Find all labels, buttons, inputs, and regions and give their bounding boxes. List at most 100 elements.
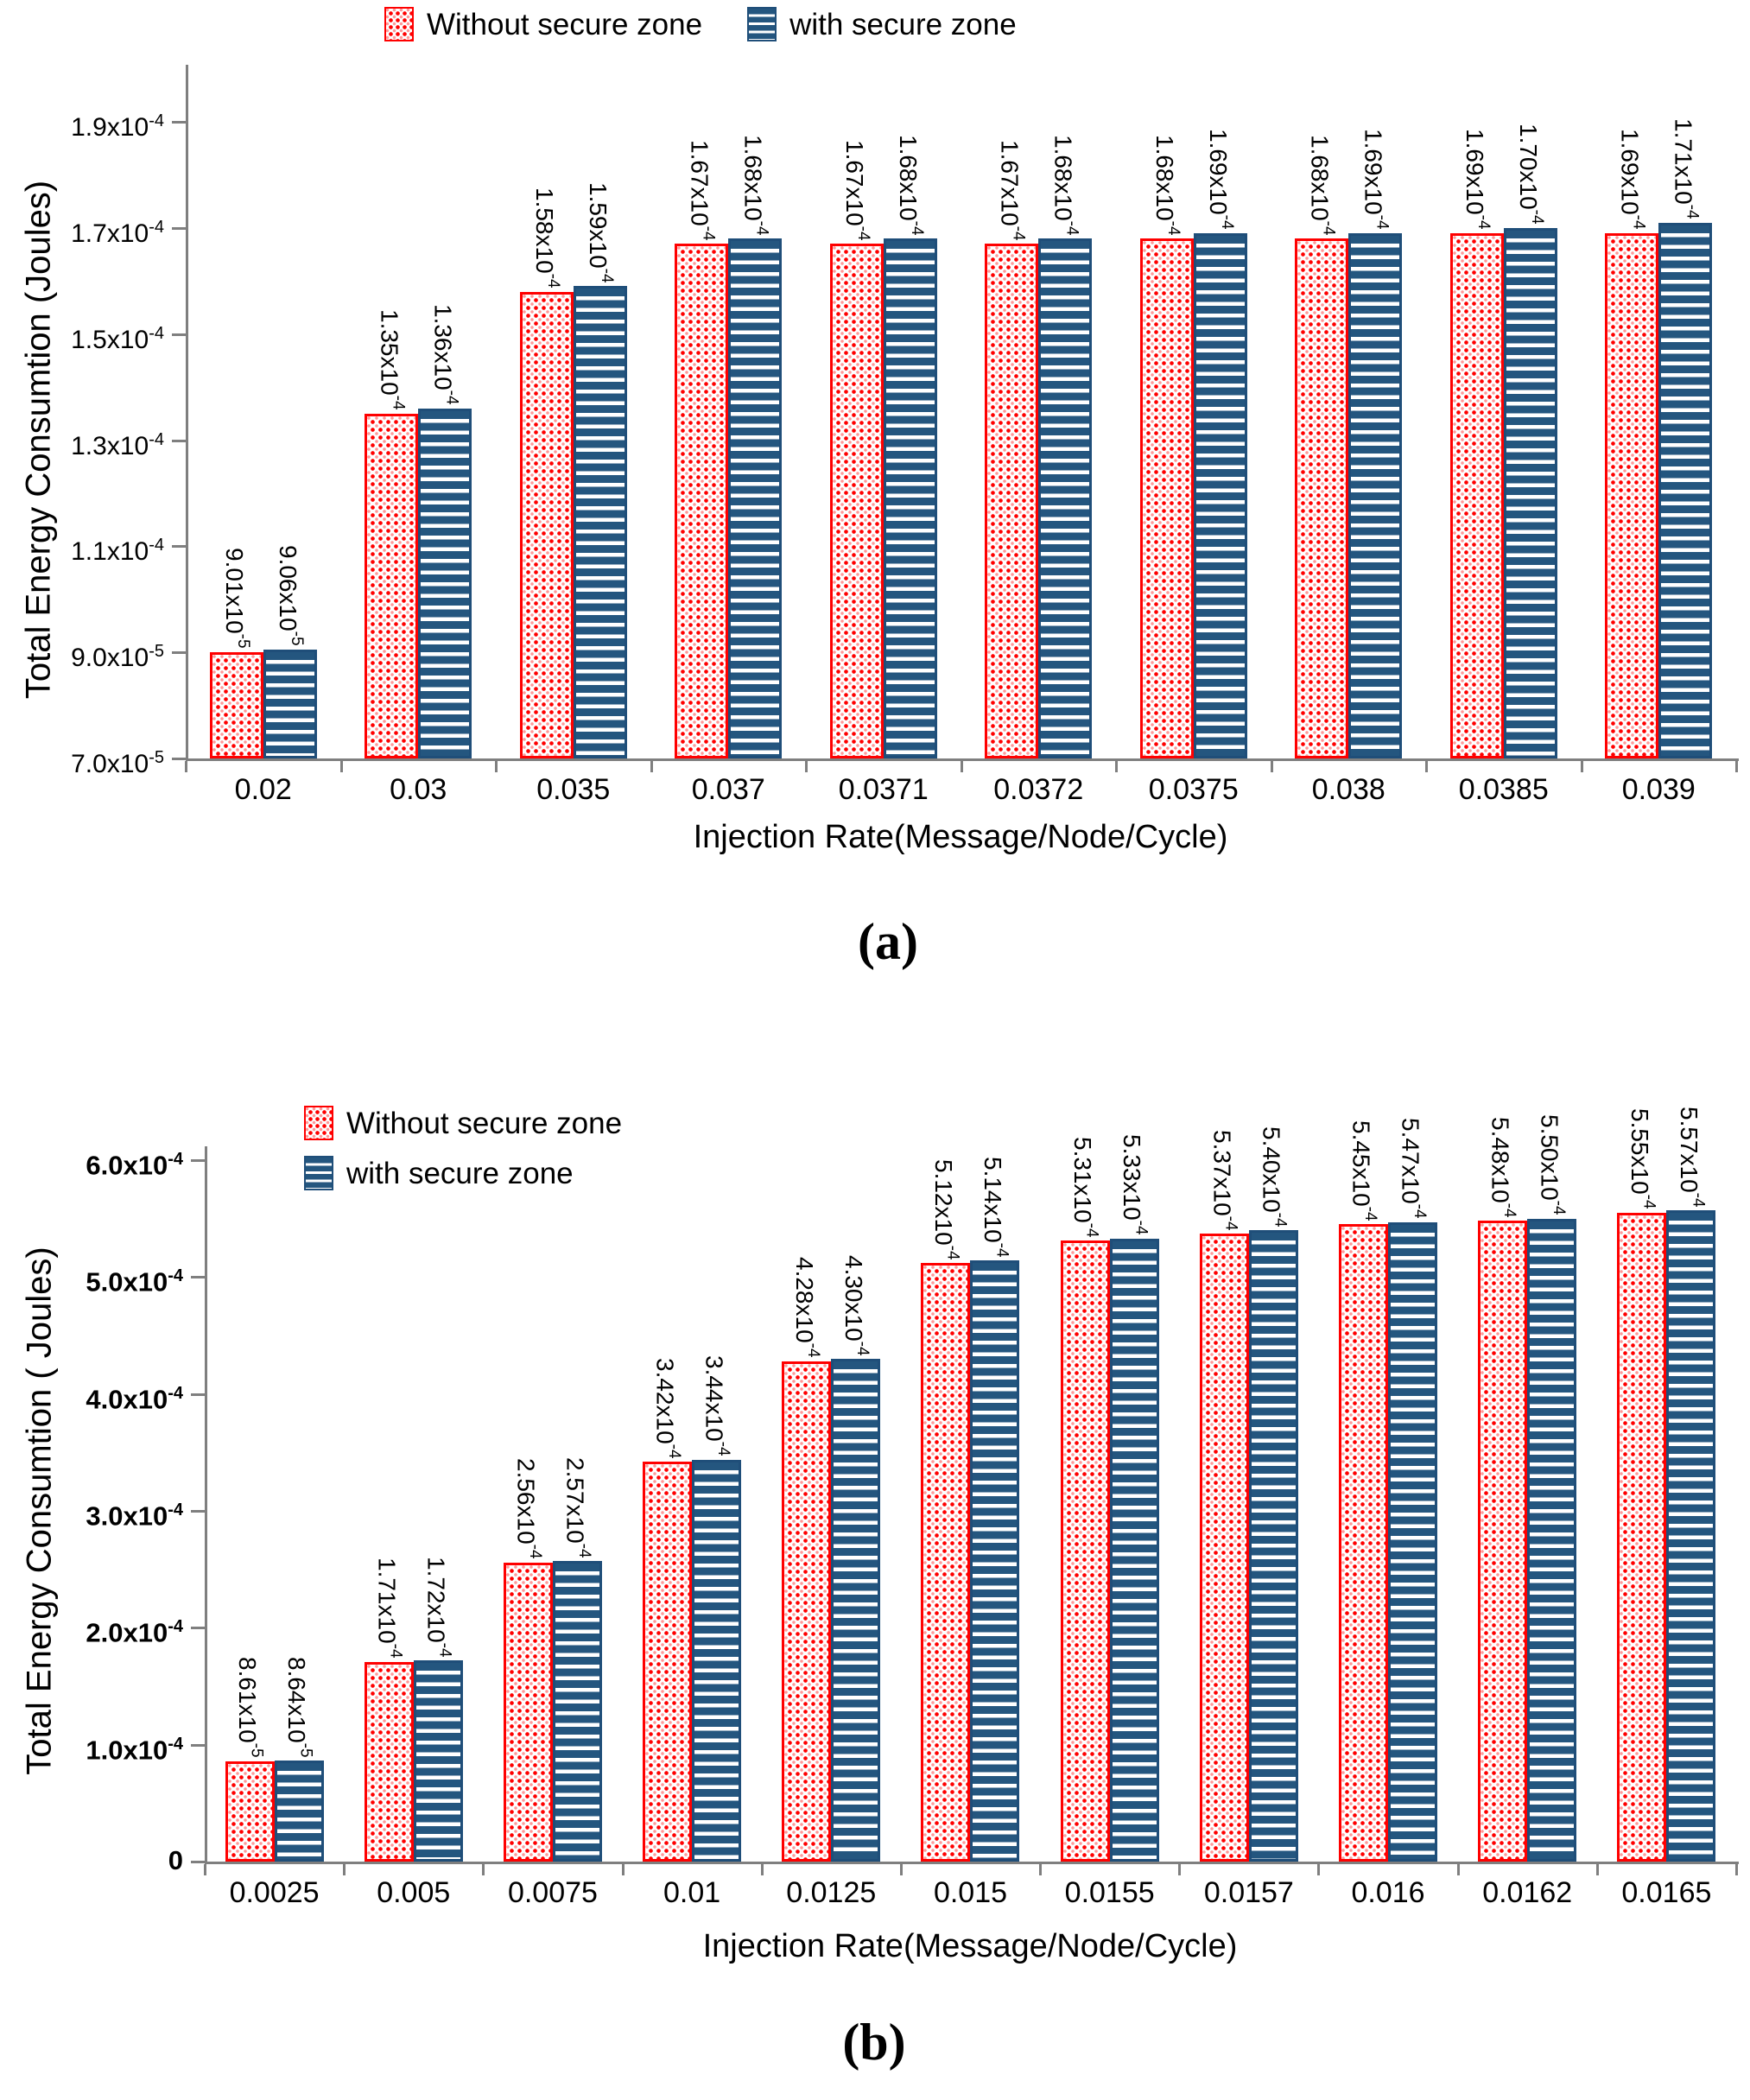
x-axis-line-b xyxy=(205,1862,1739,1864)
bar-with-secure-zone: 5.57x10-4 xyxy=(1666,1107,1716,1862)
bar-group: 1.67x10-4 1.68x10-4 xyxy=(806,122,961,758)
exponent: -5 xyxy=(149,748,164,767)
x-tick-mark xyxy=(805,761,808,772)
x-tick-label: 0.0385 xyxy=(1458,773,1549,806)
bar-value-label: 1.71x10-4 xyxy=(1670,118,1702,219)
x-tick-mark xyxy=(1178,1864,1182,1875)
y-tick-mark xyxy=(191,1743,205,1747)
bar-group: 5.55x10-4 5.57x10-4 xyxy=(1597,1107,1736,1862)
bar-group: 1.71x10-4 1.72x10-4 xyxy=(344,1160,483,1862)
y-axis-line-b xyxy=(205,1146,207,1864)
bar-value-label: 9.06x10-5 xyxy=(274,544,307,646)
exponent: -4 xyxy=(1528,209,1547,225)
y-tick-mark xyxy=(172,651,186,655)
x-tick-mark xyxy=(621,1864,625,1875)
bar-group: 3.42x10-4 3.44x10-4 xyxy=(623,1160,762,1862)
bar-with-secure-zone: 1.36x10-4 xyxy=(418,304,472,758)
exponent: -5 xyxy=(288,631,307,646)
exponent: -4 xyxy=(168,1500,183,1519)
bar-with-secure-zone: 1.68x10-4 xyxy=(883,135,937,758)
legend-label: with secure zone xyxy=(789,7,1017,41)
x-tick-label: 0.0372 xyxy=(993,773,1084,806)
blue-striped-swatch-icon xyxy=(304,1156,333,1190)
bar-group: 5.12x10-4 5.14x10-4 xyxy=(901,1157,1040,1862)
bar-without-secure-zone: 5.55x10-4 xyxy=(1617,1108,1667,1862)
y-tick-label: 7.0x10-5 xyxy=(71,748,164,778)
bar-with-secure-zone: 1.69x10-4 xyxy=(1348,129,1403,758)
x-tick-mark xyxy=(1735,1864,1738,1875)
exponent: -4 xyxy=(149,536,164,555)
bar-with-secure-zone: 1.68x10-4 xyxy=(728,135,783,758)
x-tick-label: 0.0165 xyxy=(1621,1876,1712,1909)
exponent: -4 xyxy=(804,1342,823,1358)
bar-without-secure-zone: 1.67x10-4 xyxy=(985,140,1039,758)
bar-group: 5.37x10-4 5.40x10-4 xyxy=(1179,1126,1318,1862)
bar-value-label: 8.64x10-5 xyxy=(283,1656,315,1758)
y-tick-mark xyxy=(172,333,186,336)
bar-without-secure-zone: 1.68x10-4 xyxy=(1139,135,1194,758)
y-tick-label: 1.5x10-4 xyxy=(71,323,164,354)
bar-value-label: 9.01x10-5 xyxy=(220,548,253,649)
bar-value-label: 5.37x10-4 xyxy=(1208,1129,1240,1231)
bar-without-secure-zone: 1.67x10-4 xyxy=(829,140,884,758)
exponent: -5 xyxy=(296,1742,315,1758)
x-tick-label: 0.015 xyxy=(933,1876,1008,1909)
bar-with-secure-zone: 1.69x10-4 xyxy=(1193,129,1247,758)
exponent: -5 xyxy=(149,642,164,662)
x-tick-mark xyxy=(650,761,653,772)
exponent: -5 xyxy=(247,1742,266,1758)
exponent: -4 xyxy=(168,1383,183,1403)
bar-value-label: 8.61x10-5 xyxy=(234,1656,266,1758)
y-tick-mark xyxy=(191,1393,205,1396)
x-tick-mark xyxy=(960,761,963,772)
bar-value-label: 1.67x10-4 xyxy=(686,139,718,241)
bar-value-label: 1.68x10-4 xyxy=(894,134,927,236)
caption-b: (b) xyxy=(842,2014,906,2071)
bar-value-label: 1.67x10-4 xyxy=(840,139,873,241)
bar-value-label: 5.55x10-4 xyxy=(1626,1108,1658,1209)
exponent: -5 xyxy=(234,633,253,649)
red-dotted-swatch-icon xyxy=(304,1106,333,1140)
bar-with-secure-zone: 1.59x10-4 xyxy=(573,182,627,758)
exponent: -4 xyxy=(1550,1200,1569,1215)
bar-without-secure-zone: 1.68x10-4 xyxy=(1295,135,1349,758)
bar-without-secure-zone: 5.48x10-4 xyxy=(1478,1117,1528,1862)
bar-group: 1.35x10-4 1.36x10-4 xyxy=(341,122,497,758)
x-tick-label: 0.01 xyxy=(663,1876,721,1909)
y-tick-mark xyxy=(191,1276,205,1279)
bar-value-label: 1.35x10-4 xyxy=(376,309,408,410)
x-tick-label: 0.0157 xyxy=(1203,1876,1294,1909)
exponent: -4 xyxy=(598,268,617,283)
bar-value-label: 1.69x10-4 xyxy=(1360,129,1392,230)
exponent: -4 xyxy=(992,1242,1011,1258)
bar-group: 4.28x10-4 4.30x10-4 xyxy=(762,1160,901,1862)
exponent: -4 xyxy=(168,1617,183,1637)
x-tick-mark xyxy=(343,1864,346,1875)
legend-label: Without secure zone xyxy=(427,7,703,41)
exponent: -4 xyxy=(435,1642,454,1658)
bar-group: 2.56x10-4 2.57x10-4 xyxy=(483,1160,622,1862)
bar-value-label: 2.57x10-4 xyxy=(561,1456,593,1558)
y-tick-mark xyxy=(191,1861,205,1863)
exponent: -4 xyxy=(1009,225,1028,241)
bar-without-secure-zone: 9.01x10-5 xyxy=(209,548,263,758)
bar-value-label: 1.69x10-4 xyxy=(1204,129,1237,230)
x-tick-mark xyxy=(1580,761,1583,772)
bar-with-secure-zone: 5.14x10-4 xyxy=(970,1157,1020,1862)
exponent: -4 xyxy=(149,323,164,343)
bar-group: 8.61x10-5 8.64x10-5 xyxy=(205,1160,344,1862)
exponent: -4 xyxy=(1082,1222,1101,1238)
y-tick-mark xyxy=(191,1159,205,1162)
bar-without-secure-zone: 4.28x10-4 xyxy=(782,1257,832,1862)
bar-value-label: 1.72x10-4 xyxy=(422,1556,454,1658)
exponent: -4 xyxy=(1373,215,1392,230)
exponent: -4 xyxy=(1132,1220,1151,1235)
bar-group: 1.58x10-4 1.59x10-4 xyxy=(496,122,651,758)
bar-value-label: 1.58x10-4 xyxy=(530,187,563,289)
bar-without-secure-zone: 1.71x10-4 xyxy=(364,1558,414,1862)
y-tick-mark xyxy=(172,439,186,442)
legend-label: with secure zone xyxy=(346,1156,574,1190)
x-tick-label: 0.039 xyxy=(1621,773,1696,806)
x-tick-label: 0.03 xyxy=(390,773,447,806)
y-tick-label: 1.9x10-4 xyxy=(71,111,164,142)
